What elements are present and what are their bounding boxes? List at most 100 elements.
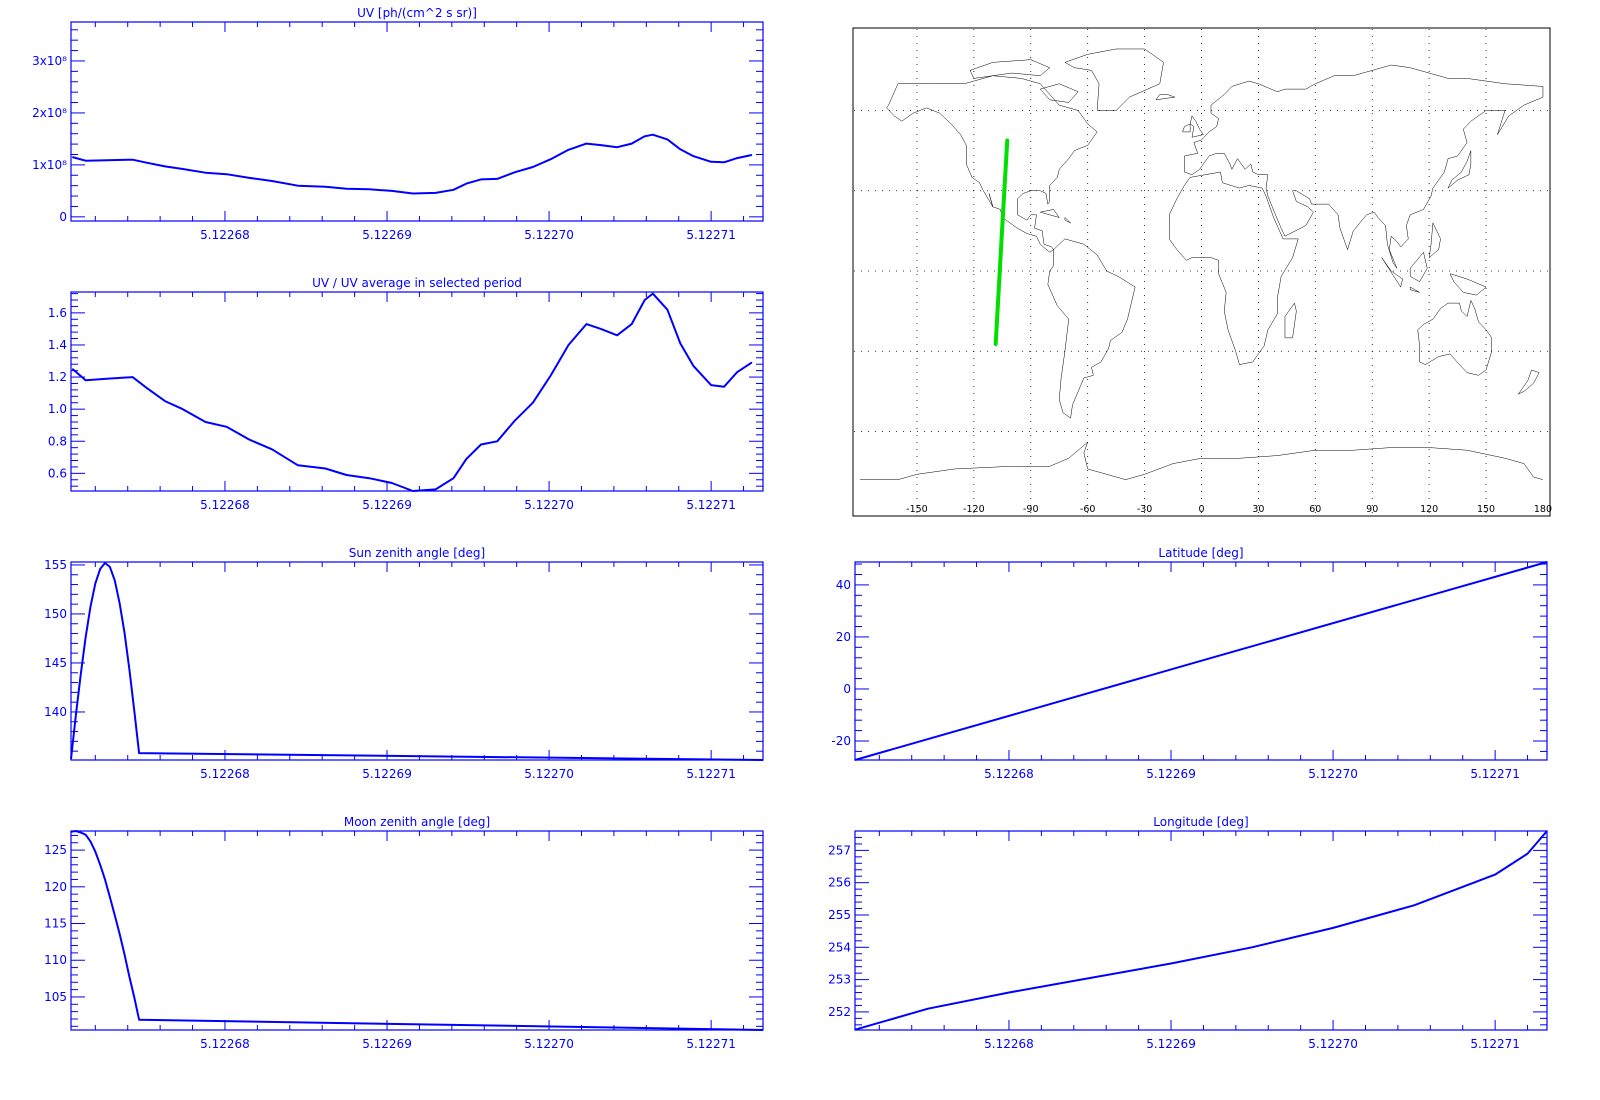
ground-track-line (993, 138, 1010, 347)
data-point (80, 831, 82, 834)
plot-frame (70, 291, 764, 492)
y-tick-label: 140 (44, 705, 67, 719)
longitude-label: -30 (1137, 504, 1153, 515)
longitude-label: 60 (1309, 504, 1321, 515)
plot-moon-zenith: Moon zenith angle [deg] 5.12268 5.12269 5.1… (44, 815, 764, 1051)
x-tick-label: 5.12268 (200, 228, 250, 242)
longitude-label: -120 (963, 504, 985, 515)
data-point (644, 135, 646, 137)
data-point (1494, 874, 1496, 876)
plot-title: Sun zenith angle [deg] (349, 546, 485, 560)
data-point (762, 759, 764, 761)
data-point (532, 166, 534, 168)
longitude-label: 180 (1534, 504, 1552, 515)
data-point (133, 996, 135, 998)
map-frame (852, 27, 1551, 517)
islands (1040, 94, 1539, 394)
x-tick-label: 5.12270 (524, 228, 574, 242)
data-point (368, 188, 370, 190)
data-point (412, 490, 414, 492)
data-point (131, 376, 134, 378)
data-point (75, 830, 77, 832)
y-tick-label: 254 (828, 940, 851, 954)
x-tick-label: 5.12269 (362, 767, 412, 781)
data-point (514, 419, 516, 421)
data-point (1089, 977, 1091, 979)
continent-africa (1169, 172, 1298, 365)
y-tick-label: 0.6 (48, 466, 67, 480)
continent-eurasia (1184, 65, 1543, 268)
data-point (1546, 561, 1548, 563)
y-tick-label: 0 (843, 682, 851, 696)
data-point (710, 161, 712, 163)
data-point (146, 387, 148, 389)
data-point (106, 378, 108, 380)
data-point (297, 464, 299, 466)
data-point (248, 177, 250, 179)
x-tick-label: 5.12271 (686, 1037, 736, 1051)
data-point (225, 173, 228, 175)
x-tick-label: 5.12270 (524, 767, 574, 781)
data-point (182, 408, 184, 410)
data-point (133, 709, 135, 711)
plot-title: Longitude [deg] (1153, 815, 1248, 829)
y-tick-label: 20 (836, 630, 851, 644)
y-tick-label: 255 (828, 908, 851, 922)
data-point (550, 374, 552, 377)
data-point (496, 178, 498, 180)
data-point (138, 752, 140, 754)
y-tick-label: 150 (44, 607, 67, 621)
map-longitude-labels: -150 -120 -90 -60 -30 0 30 60 90 120 150 180 (906, 504, 1552, 515)
longitude-label: 0 (1198, 504, 1204, 515)
data-point (72, 156, 74, 158)
data-point (496, 440, 498, 442)
data-point (80, 674, 82, 676)
data-point (585, 323, 587, 325)
x-tick-label: 5.12271 (686, 228, 736, 242)
plot-panels: UV [ph/(cm^2 s sr)] 5.12268 5.12269 5.12270… (32, 6, 1548, 1051)
data-point (1526, 853, 1529, 855)
x-tick-label: 5.12271 (686, 498, 736, 512)
y-tick-label: 3x10⁸ (32, 54, 67, 68)
y-tick-label: -20 (831, 734, 851, 748)
data-point (927, 1008, 929, 1010)
data-point (480, 178, 482, 181)
longitude-label: -90 (1023, 504, 1039, 515)
data-point (94, 850, 96, 853)
data-point (89, 840, 92, 842)
data-point (164, 165, 166, 168)
x-tick-label: 5.12269 (1146, 767, 1196, 781)
data-point (109, 896, 111, 898)
longitude-label: 30 (1252, 504, 1264, 515)
data-point (128, 668, 130, 670)
x-tick-label: 5.12271 (686, 767, 736, 781)
y-tick-label: 252 (828, 1005, 851, 1019)
data-point (114, 580, 116, 582)
data-point (465, 458, 468, 460)
data-point (452, 189, 455, 191)
longitude-label: 150 (1477, 504, 1495, 515)
y-tick-label: 253 (828, 973, 851, 987)
data-point (131, 159, 134, 161)
data-point (412, 192, 414, 195)
data-point (70, 831, 72, 833)
longitude-label: -150 (906, 504, 928, 515)
data-point (616, 146, 618, 148)
x-tick-label: 5.12268 (984, 767, 1034, 781)
data-point (297, 185, 299, 187)
data-point (104, 878, 106, 881)
y-tick-label: 120 (44, 880, 67, 894)
data-point (532, 402, 534, 404)
y-tick-label: 1.4 (48, 338, 67, 352)
data-point (514, 171, 516, 173)
data-point (631, 142, 633, 145)
plot-frame (70, 21, 764, 222)
data-point (345, 188, 348, 190)
y-tick-label: 1x10⁸ (32, 158, 67, 172)
data-point (723, 161, 725, 163)
x-tick-label: 5.12268 (984, 1037, 1034, 1051)
data-series-line (70, 830, 764, 1031)
data-point (114, 914, 116, 917)
data-point (652, 134, 654, 136)
